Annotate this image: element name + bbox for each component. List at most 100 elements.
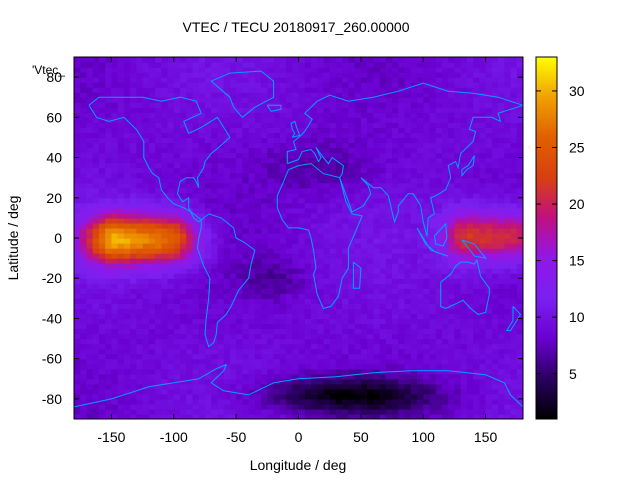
heatmap-cell bbox=[423, 313, 431, 320]
heatmap-cell bbox=[173, 97, 181, 103]
heatmap-cell bbox=[373, 268, 381, 274]
heatmap-cell bbox=[292, 207, 300, 214]
heatmap-cell bbox=[310, 393, 318, 400]
heatmap-cell bbox=[198, 253, 206, 259]
heatmap-cell bbox=[161, 288, 169, 294]
heatmap-cell bbox=[148, 202, 156, 209]
heatmap-cell bbox=[498, 157, 505, 164]
heatmap-cell bbox=[310, 258, 318, 264]
heatmap-cell bbox=[161, 308, 169, 315]
heatmap-cell bbox=[242, 363, 250, 370]
heatmap-cell bbox=[416, 268, 424, 274]
heatmap-cell bbox=[373, 117, 381, 123]
heatmap-cell bbox=[136, 187, 144, 194]
heatmap-cell bbox=[317, 388, 325, 395]
heatmap-cell bbox=[98, 243, 106, 249]
heatmap-cell bbox=[80, 278, 88, 284]
heatmap-cell bbox=[130, 137, 137, 144]
heatmap-cell bbox=[217, 192, 225, 199]
heatmap-cell bbox=[323, 112, 331, 118]
heatmap-cell bbox=[385, 363, 393, 370]
heatmap-cell bbox=[504, 112, 512, 118]
heatmap-cell bbox=[491, 298, 499, 304]
heatmap-cell bbox=[198, 413, 206, 419]
heatmap-cell bbox=[385, 212, 393, 219]
heatmap-cell bbox=[385, 152, 393, 159]
heatmap-cell bbox=[105, 258, 113, 264]
heatmap-cell bbox=[491, 202, 499, 209]
heatmap-cell bbox=[360, 303, 368, 309]
heatmap-cell bbox=[211, 202, 219, 209]
heatmap-cell bbox=[261, 358, 268, 365]
heatmap-cell bbox=[348, 243, 356, 249]
heatmap-cell bbox=[167, 187, 175, 194]
heatmap-cell bbox=[248, 378, 256, 385]
heatmap-cell bbox=[392, 172, 399, 179]
heatmap-cell bbox=[392, 408, 399, 415]
heatmap-cell bbox=[298, 82, 306, 88]
heatmap-cell bbox=[111, 258, 119, 264]
heatmap-cell bbox=[485, 97, 493, 103]
heatmap-cell bbox=[242, 343, 250, 350]
heatmap-cell bbox=[92, 413, 100, 419]
heatmap-cell bbox=[448, 353, 456, 360]
heatmap-cell bbox=[429, 343, 437, 350]
heatmap-cell bbox=[473, 263, 480, 269]
heatmap-cell bbox=[80, 348, 88, 355]
heatmap-cell bbox=[360, 288, 368, 294]
heatmap-cell bbox=[80, 368, 88, 375]
heatmap-cell bbox=[310, 248, 318, 254]
heatmap-cell bbox=[98, 283, 106, 289]
heatmap-cell bbox=[198, 132, 206, 139]
heatmap-cell bbox=[423, 393, 431, 400]
heatmap-cell bbox=[423, 343, 431, 350]
heatmap-cell bbox=[473, 273, 480, 279]
heatmap-cell bbox=[416, 102, 424, 108]
heatmap-cell bbox=[485, 263, 493, 269]
heatmap-cell bbox=[261, 403, 268, 410]
heatmap-cell bbox=[429, 398, 437, 405]
heatmap-cell bbox=[441, 408, 449, 415]
heatmap-cell bbox=[335, 403, 343, 410]
heatmap-cell bbox=[435, 408, 443, 415]
heatmap-cell bbox=[435, 403, 443, 410]
heatmap-cell bbox=[273, 303, 281, 309]
heatmap-cell bbox=[423, 97, 431, 103]
heatmap-cell bbox=[204, 72, 212, 78]
heatmap-cell bbox=[80, 338, 88, 345]
heatmap-cell bbox=[180, 283, 187, 289]
heatmap-cell bbox=[273, 167, 281, 174]
heatmap-cell bbox=[180, 182, 187, 189]
heatmap-cell bbox=[454, 142, 462, 149]
heatmap-cell bbox=[242, 338, 250, 345]
heatmap-cell bbox=[267, 117, 275, 123]
heatmap-cell bbox=[98, 217, 106, 224]
heatmap-cell bbox=[136, 107, 144, 113]
heatmap-cell bbox=[186, 227, 194, 234]
heatmap-cell bbox=[286, 358, 293, 365]
heatmap-cell bbox=[360, 393, 368, 400]
heatmap-cell bbox=[454, 268, 462, 274]
heatmap-cell bbox=[360, 373, 368, 380]
heatmap-cell bbox=[441, 102, 449, 108]
heatmap-cell bbox=[466, 142, 474, 149]
heatmap-cell bbox=[354, 273, 362, 279]
heatmap-cell bbox=[217, 122, 225, 128]
heatmap-cell bbox=[360, 152, 368, 159]
heatmap-cell bbox=[435, 212, 443, 219]
heatmap-cell bbox=[261, 283, 268, 289]
heatmap-cell bbox=[261, 328, 268, 335]
heatmap-cell bbox=[98, 388, 106, 395]
heatmap-cell bbox=[92, 112, 100, 118]
heatmap-cell bbox=[254, 172, 262, 179]
heatmap-cell bbox=[354, 328, 362, 335]
heatmap-cell bbox=[123, 413, 131, 419]
heatmap-cell bbox=[86, 333, 94, 340]
heatmap-cell bbox=[373, 393, 381, 400]
heatmap-cell bbox=[292, 398, 300, 405]
heatmap-cell bbox=[423, 217, 431, 224]
heatmap-cell bbox=[410, 288, 418, 294]
heatmap-cell bbox=[211, 238, 219, 244]
heatmap-cell bbox=[80, 217, 88, 224]
heatmap-cell bbox=[504, 197, 512, 204]
